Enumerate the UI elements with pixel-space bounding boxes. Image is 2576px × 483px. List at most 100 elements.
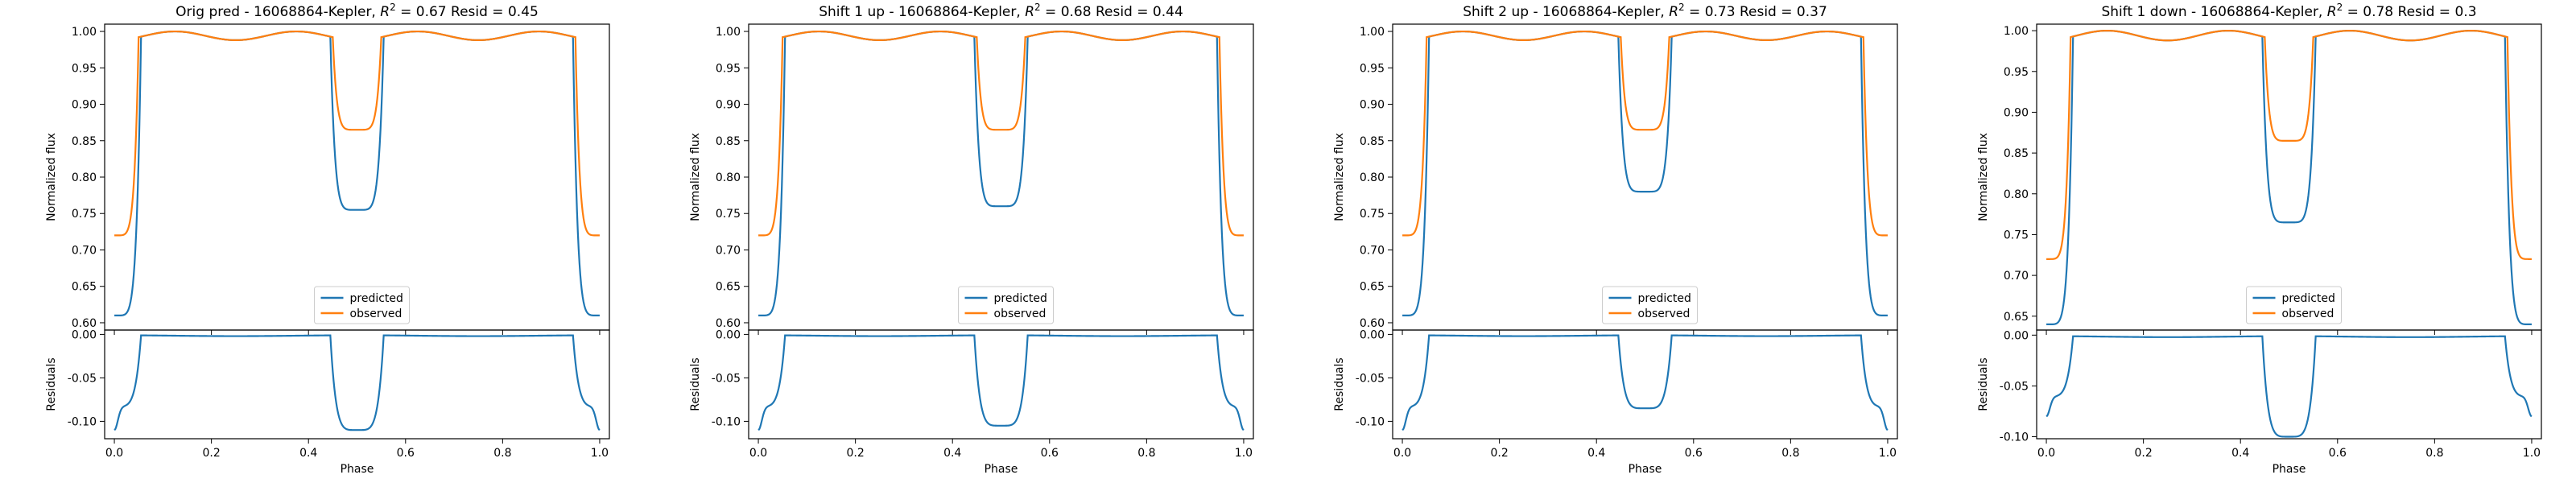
x-tick-label: 0.6 [397,447,415,460]
y-tick-label: 0.90 [716,99,741,112]
x-tick-label: 0.4 [1587,447,1605,460]
y-axis-label: Residuals [1977,357,1990,411]
title-r-exponent: 2 [1034,2,1041,13]
residual-series-line [758,334,1245,431]
x-tick-label: 0.6 [1685,447,1703,460]
x-tick-label: 0.2 [847,447,865,460]
y-tick-label: 0.75 [1360,208,1385,221]
y-axis-label: Residuals [45,357,58,411]
y-tick-label: 0.65 [2004,311,2029,324]
y-tick-label: 0.80 [716,171,741,184]
panel-title: Orig pred - 16068864-Kepler, R2 = 0.67 R… [175,2,539,20]
top-axes-frame [748,23,1254,331]
y-tick-label: -0.10 [68,415,97,428]
title-r2-eq: = [1041,4,1061,20]
title-prefix: Shift 1 up - 16068864-Kepler, [819,4,1025,20]
y-tick-label: 0.90 [1360,99,1385,112]
title-r-symbol: R [1025,4,1034,20]
predicted-series-line [1402,30,1888,316]
title-r2-value: 0.68 [1061,4,1092,20]
y-tick-label: 0.60 [716,317,741,330]
legend-label-predicted: predicted [2282,292,2335,305]
observed-series-line [758,30,1244,237]
y-tick-label: 0.85 [716,135,741,148]
title-r-symbol: R [380,4,390,20]
y-tick-label: 0.85 [1360,135,1385,148]
title-r-symbol: R [1669,4,1678,20]
x-tick-label: 0.8 [2425,447,2443,460]
observed-series-line [2046,30,2532,260]
title-r-symbol: R [2327,4,2337,20]
x-tick-label: 0.4 [2231,447,2249,460]
y-tick-label: 0.85 [72,135,97,148]
panel-3: Shift 2 up - 16068864-Kepler, R2 = 0.73 … [1333,2,1898,476]
y-tick-label: 0.90 [72,99,97,112]
legend-box [1602,286,1698,324]
observed-series-line [1402,30,1888,237]
legend-box [314,286,410,324]
y-tick-label: 0.75 [2004,229,2029,242]
title-resid-value: 0.3 [2454,4,2476,20]
y-axis-label: Normalized flux [45,133,58,221]
predicted-series-line [2046,30,2532,326]
title-resid-label: Resid = [447,4,508,20]
legend-label-predicted: predicted [1638,292,1691,305]
top-axes-frame [104,23,610,331]
y-tick-label: 0.00 [2004,329,2029,342]
y-tick-label: 0.85 [2004,147,2029,160]
y-tick-label: -0.05 [712,372,741,385]
x-tick-label: 0.4 [943,447,961,460]
y-tick-label: 0.00 [1360,328,1385,341]
title-r2-value: 0.67 [416,4,447,20]
y-tick-label: 0.80 [2004,188,2029,201]
y-tick-label: 0.70 [716,244,741,257]
residual-series-line [2046,335,2533,438]
y-tick-label: 0.65 [1360,281,1385,294]
residual-series-line [114,334,601,431]
title-resid-label: Resid = [1092,4,1153,20]
top-axes-frame [2036,23,2542,331]
title-prefix: Shift 1 down - 16068864-Kepler, [2101,4,2326,20]
title-r2-eq: = [396,4,416,20]
title-prefix: Shift 2 up - 16068864-Kepler, [1463,4,1669,20]
panel-2: Shift 1 up - 16068864-Kepler, R2 = 0.68 … [689,2,1254,476]
y-tick-label: 1.00 [716,26,741,39]
x-axis-label: Phase [341,463,374,476]
title-r2-value: 0.73 [1705,4,1736,20]
y-axis-label: Residuals [1333,357,1346,411]
y-tick-label: 0.70 [2004,270,2029,283]
title-r-exponent: 2 [2337,2,2343,13]
panel-title: Shift 1 up - 16068864-Kepler, R2 = 0.68 … [819,2,1183,20]
y-tick-label: -0.10 [712,415,741,428]
legend-label-observed: observed [994,308,1046,320]
y-tick-label: 0.80 [72,171,97,184]
legend-label-observed: observed [1638,308,1690,320]
legend-box [2246,286,2342,324]
title-r2-value: 0.78 [2363,4,2393,20]
x-axis-label: Phase [985,463,1018,476]
predicted-series-line [114,30,600,316]
legend-label-observed: observed [2282,308,2334,320]
x-tick-label: 0.0 [2037,447,2055,460]
x-tick-label: 0.0 [105,447,123,460]
y-tick-label: -0.10 [1356,415,1385,428]
y-tick-label: 0.70 [1360,244,1385,257]
x-tick-label: 1.0 [591,447,609,460]
x-tick-label: 1.0 [2523,447,2541,460]
x-tick-label: 0.8 [1781,447,1799,460]
panel-title: Shift 1 down - 16068864-Kepler, R2 = 0.7… [2101,2,2476,20]
y-tick-label: 0.65 [716,281,741,294]
y-axis-label: Normalized flux [689,133,702,221]
y-tick-label: 0.60 [72,317,97,330]
x-tick-label: 0.0 [1393,447,1411,460]
y-tick-label: 0.60 [1360,317,1385,330]
y-tick-label: 0.95 [72,62,97,75]
y-tick-label: -0.05 [68,372,97,385]
x-tick-label: 0.8 [493,447,511,460]
y-axis-label: Normalized flux [1333,133,1346,221]
legend-label-predicted: predicted [350,292,403,305]
title-resid-label: Resid = [2393,4,2454,20]
x-tick-label: 1.0 [1879,447,1897,460]
predicted-series-line [758,30,1244,316]
